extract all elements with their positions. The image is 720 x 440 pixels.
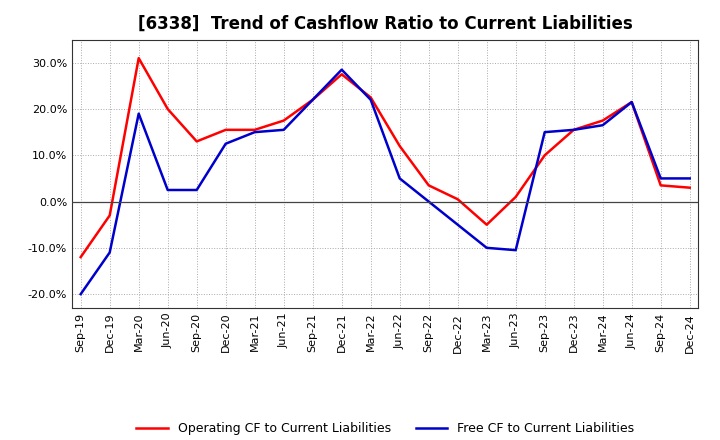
Free CF to Current Liabilities [424,199,433,204]
Operating CF to Current Liabilities [366,95,375,100]
Free CF to Current Liabilities [570,127,578,132]
Operating CF to Current Liabilities [163,106,172,112]
Free CF to Current Liabilities [163,187,172,193]
Operating CF to Current Liabilities [76,254,85,260]
Operating CF to Current Liabilities [192,139,201,144]
Free CF to Current Liabilities [685,176,694,181]
Operating CF to Current Liabilities [338,72,346,77]
Operating CF to Current Liabilities [279,118,288,123]
Free CF to Current Liabilities [541,129,549,135]
Free CF to Current Liabilities [338,67,346,72]
Free CF to Current Liabilities [76,291,85,297]
Free CF to Current Liabilities [511,248,520,253]
Operating CF to Current Liabilities [308,97,317,103]
Legend: Operating CF to Current Liabilities, Free CF to Current Liabilities: Operating CF to Current Liabilities, Fre… [130,416,640,440]
Operating CF to Current Liabilities [424,183,433,188]
Operating CF to Current Liabilities [135,55,143,61]
Free CF to Current Liabilities [366,97,375,103]
Operating CF to Current Liabilities [598,118,607,123]
Title: [6338]  Trend of Cashflow Ratio to Current Liabilities: [6338] Trend of Cashflow Ratio to Curren… [138,15,633,33]
Operating CF to Current Liabilities [685,185,694,191]
Operating CF to Current Liabilities [482,222,491,227]
Free CF to Current Liabilities [105,250,114,255]
Free CF to Current Liabilities [192,187,201,193]
Free CF to Current Liabilities [251,129,259,135]
Operating CF to Current Liabilities [511,194,520,200]
Line: Free CF to Current Liabilities: Free CF to Current Liabilities [81,70,690,294]
Free CF to Current Liabilities [454,222,462,227]
Operating CF to Current Liabilities [570,127,578,132]
Line: Operating CF to Current Liabilities: Operating CF to Current Liabilities [81,58,690,257]
Operating CF to Current Liabilities [454,197,462,202]
Operating CF to Current Liabilities [541,153,549,158]
Free CF to Current Liabilities [627,99,636,105]
Free CF to Current Liabilities [308,97,317,103]
Operating CF to Current Liabilities [221,127,230,132]
Operating CF to Current Liabilities [395,143,404,149]
Free CF to Current Liabilities [482,245,491,250]
Free CF to Current Liabilities [135,111,143,116]
Operating CF to Current Liabilities [105,213,114,218]
Operating CF to Current Liabilities [251,127,259,132]
Operating CF to Current Liabilities [627,99,636,105]
Free CF to Current Liabilities [598,123,607,128]
Operating CF to Current Liabilities [657,183,665,188]
Free CF to Current Liabilities [221,141,230,147]
Free CF to Current Liabilities [395,176,404,181]
Free CF to Current Liabilities [279,127,288,132]
Free CF to Current Liabilities [657,176,665,181]
